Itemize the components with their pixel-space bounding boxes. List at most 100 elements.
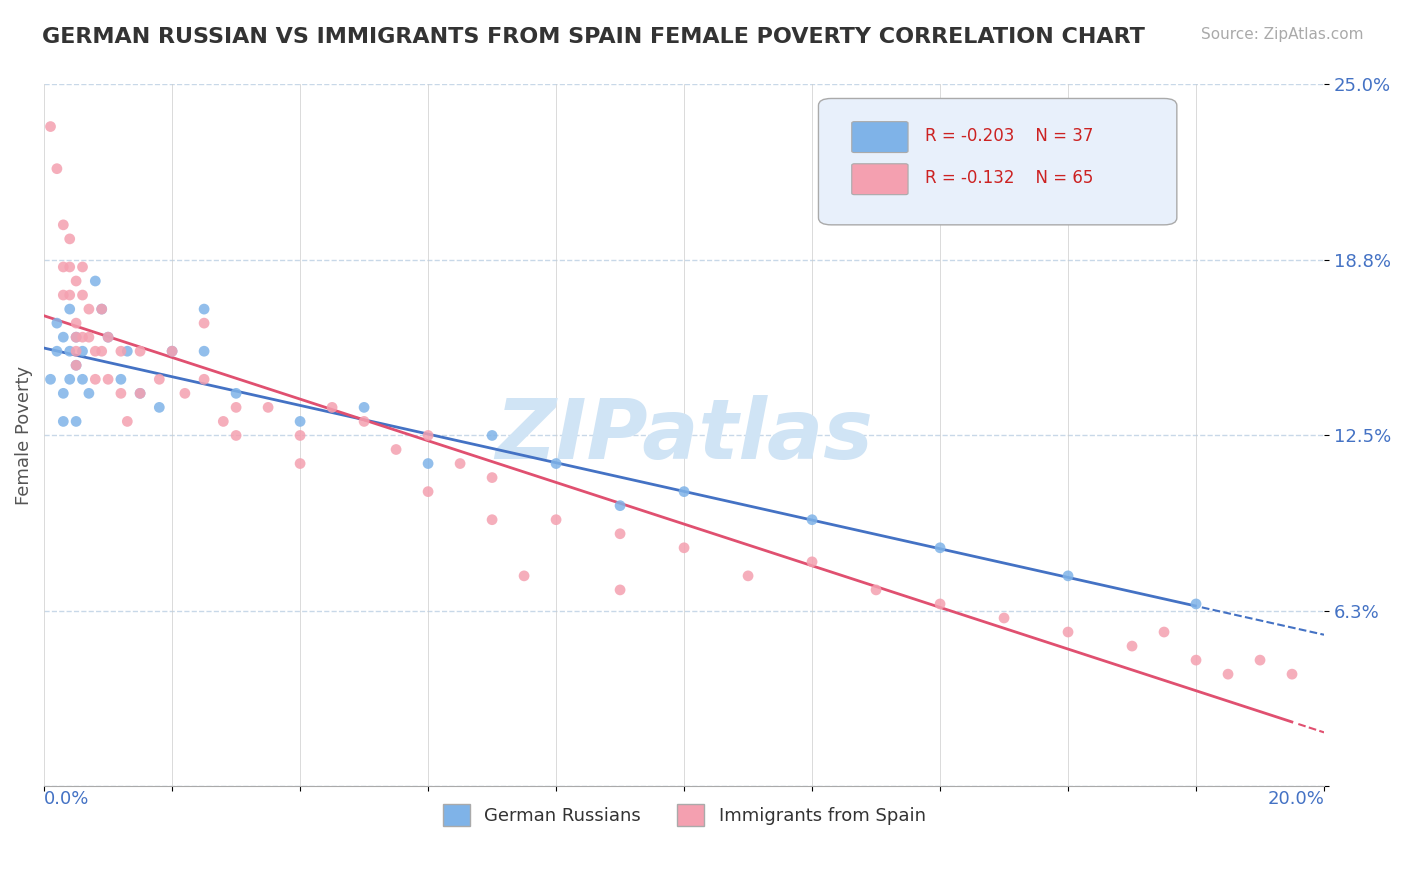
Text: ZIPatlas: ZIPatlas (495, 395, 873, 476)
Point (52, 414, 75, 428)
Text: 0.0%: 0.0% (44, 790, 90, 808)
Point (737, 569, 759, 583)
Point (321, 401, 343, 415)
Point (416, 428, 439, 442)
Point (148, 372, 170, 386)
Point (609, 582, 631, 597)
Point (77, 386, 100, 401)
Point (288, 428, 311, 442)
Point (45, 344, 67, 359)
Text: Source: ZipAtlas.com: Source: ZipAtlas.com (1201, 27, 1364, 42)
Point (416, 457, 439, 471)
Point (174, 386, 197, 401)
Point (129, 386, 152, 401)
Point (59, 232, 82, 246)
Text: R = -0.132    N = 65: R = -0.132 N = 65 (925, 169, 1092, 186)
FancyBboxPatch shape (852, 121, 908, 153)
Point (52, 260, 75, 274)
Point (72, 260, 94, 274)
Point (546, 513, 568, 527)
Point (865, 582, 887, 597)
Point (212, 414, 235, 428)
Text: R = -0.203    N = 37: R = -0.203 N = 37 (925, 127, 1092, 145)
Point (513, 569, 536, 583)
Point (1153, 625, 1175, 640)
Point (225, 401, 247, 415)
Point (77, 330, 100, 344)
Point (288, 414, 311, 428)
Point (481, 428, 503, 442)
Point (609, 526, 631, 541)
Point (97, 330, 120, 344)
Point (1057, 569, 1080, 583)
Point (65, 344, 87, 359)
Point (39, 120, 62, 134)
Point (45, 316, 67, 330)
FancyBboxPatch shape (818, 98, 1177, 225)
Point (801, 555, 824, 569)
Point (929, 541, 952, 555)
Point (110, 372, 132, 386)
Point (84, 344, 107, 359)
Point (45, 161, 67, 176)
Point (673, 541, 696, 555)
Point (59, 260, 82, 274)
Point (160, 344, 183, 359)
Point (59, 344, 82, 359)
Point (77, 302, 100, 317)
Point (65, 358, 87, 372)
Point (65, 274, 87, 288)
Point (72, 330, 94, 344)
Point (97, 330, 120, 344)
Point (225, 428, 247, 442)
Point (353, 401, 375, 415)
Point (481, 470, 503, 484)
Point (90, 344, 112, 359)
Point (801, 513, 824, 527)
Point (148, 401, 170, 415)
Text: 20.0%: 20.0% (1267, 790, 1324, 808)
Text: GERMAN RUSSIAN VS IMMIGRANTS FROM SPAIN FEMALE POVERTY CORRELATION CHART: GERMAN RUSSIAN VS IMMIGRANTS FROM SPAIN … (42, 27, 1144, 46)
Point (993, 611, 1015, 625)
Point (673, 484, 696, 499)
Point (609, 499, 631, 513)
Point (84, 274, 107, 288)
Point (929, 597, 952, 611)
Point (90, 302, 112, 317)
Point (59, 372, 82, 386)
Point (97, 372, 120, 386)
Point (84, 372, 107, 386)
Point (193, 316, 215, 330)
Point (481, 513, 503, 527)
Point (416, 484, 439, 499)
Point (39, 372, 62, 386)
Point (385, 442, 408, 457)
Point (193, 372, 215, 386)
Point (193, 344, 215, 359)
Point (65, 414, 87, 428)
Point (52, 386, 75, 401)
Point (129, 386, 152, 401)
Point (353, 414, 375, 428)
Point (1121, 639, 1143, 653)
Point (546, 457, 568, 471)
Point (65, 358, 87, 372)
Point (193, 302, 215, 317)
Point (110, 344, 132, 359)
Point (65, 330, 87, 344)
Point (1185, 653, 1208, 667)
Point (117, 414, 139, 428)
Y-axis label: Female Poverty: Female Poverty (15, 366, 32, 505)
Point (449, 457, 471, 471)
Point (160, 344, 183, 359)
Legend: German Russians, Immigrants from Spain: German Russians, Immigrants from Spain (436, 797, 932, 834)
Point (225, 386, 247, 401)
Point (52, 218, 75, 232)
Point (1185, 597, 1208, 611)
Point (65, 330, 87, 344)
Point (1057, 625, 1080, 640)
FancyBboxPatch shape (852, 164, 908, 194)
Point (59, 302, 82, 317)
Point (117, 344, 139, 359)
Point (52, 288, 75, 302)
